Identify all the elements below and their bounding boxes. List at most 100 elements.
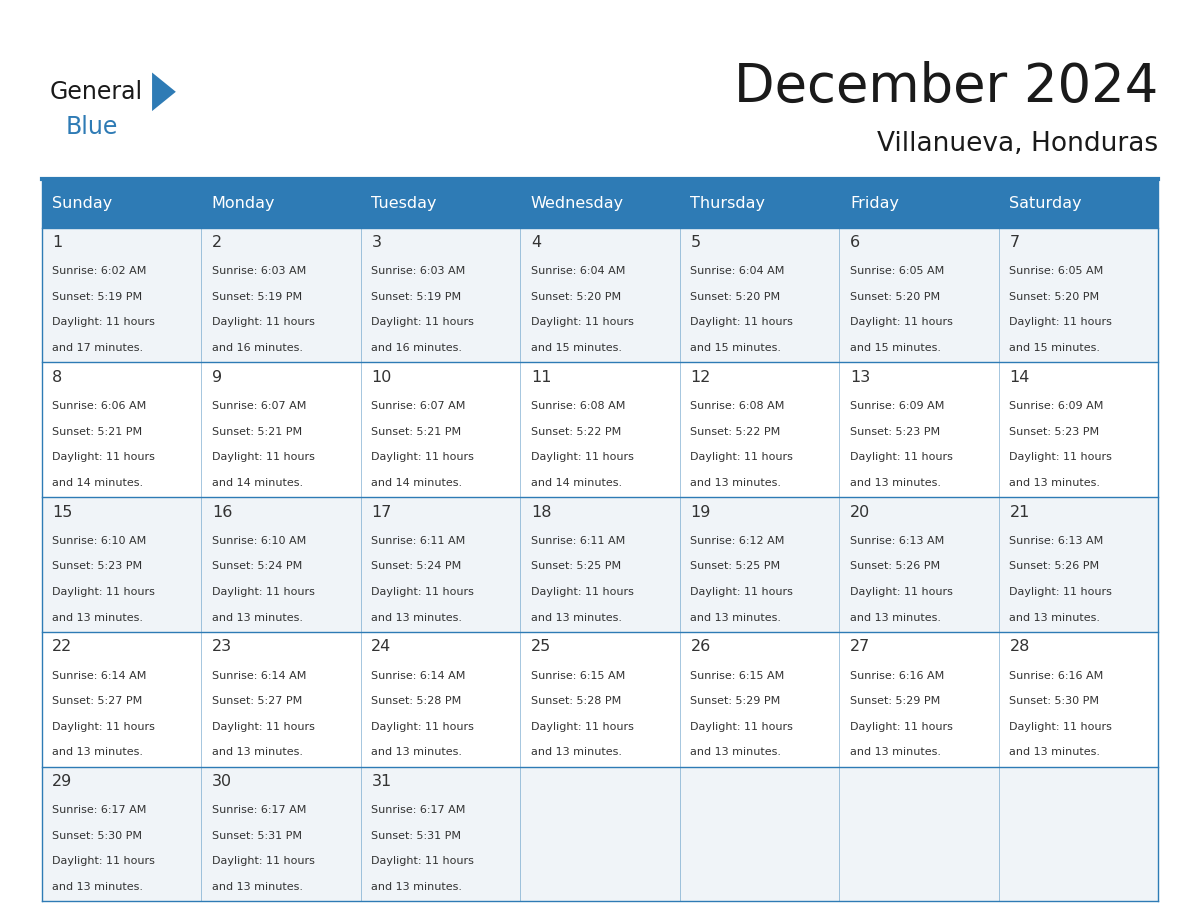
Text: Sunset: 5:25 PM: Sunset: 5:25 PM [690, 561, 781, 571]
Text: Daylight: 11 hours: Daylight: 11 hours [531, 587, 633, 597]
Text: Sunset: 5:19 PM: Sunset: 5:19 PM [211, 292, 302, 302]
Text: 24: 24 [372, 639, 392, 655]
Text: and 15 minutes.: and 15 minutes. [690, 343, 782, 353]
Text: Daylight: 11 hours: Daylight: 11 hours [211, 318, 315, 328]
Text: Daylight: 11 hours: Daylight: 11 hours [372, 318, 474, 328]
Text: Sunset: 5:22 PM: Sunset: 5:22 PM [690, 427, 781, 437]
Text: Blue: Blue [65, 115, 118, 139]
Text: 15: 15 [52, 505, 72, 520]
Text: 18: 18 [531, 505, 551, 520]
Text: Sunrise: 6:05 AM: Sunrise: 6:05 AM [849, 266, 944, 276]
Text: Sunrise: 6:16 AM: Sunrise: 6:16 AM [849, 670, 944, 680]
Text: 14: 14 [1010, 370, 1030, 385]
Text: Sunrise: 6:02 AM: Sunrise: 6:02 AM [52, 266, 146, 276]
Text: Sunrise: 6:17 AM: Sunrise: 6:17 AM [52, 805, 146, 815]
Text: Daylight: 11 hours: Daylight: 11 hours [211, 722, 315, 732]
Text: Daylight: 11 hours: Daylight: 11 hours [1010, 722, 1112, 732]
Text: Sunrise: 6:13 AM: Sunrise: 6:13 AM [849, 536, 944, 545]
Text: Sunset: 5:25 PM: Sunset: 5:25 PM [531, 561, 621, 571]
Text: Friday: Friday [849, 196, 899, 211]
Text: and 13 minutes.: and 13 minutes. [372, 882, 462, 892]
Text: Daylight: 11 hours: Daylight: 11 hours [372, 453, 474, 462]
Text: Sunset: 5:28 PM: Sunset: 5:28 PM [531, 696, 621, 706]
Text: 23: 23 [211, 639, 232, 655]
Text: and 14 minutes.: and 14 minutes. [372, 477, 462, 487]
Text: 20: 20 [849, 505, 870, 520]
Text: Daylight: 11 hours: Daylight: 11 hours [849, 453, 953, 462]
Text: Daylight: 11 hours: Daylight: 11 hours [690, 722, 794, 732]
Text: Daylight: 11 hours: Daylight: 11 hours [372, 722, 474, 732]
Text: Sunrise: 6:14 AM: Sunrise: 6:14 AM [211, 670, 307, 680]
Text: and 14 minutes.: and 14 minutes. [52, 477, 144, 487]
Text: Daylight: 11 hours: Daylight: 11 hours [531, 722, 633, 732]
Text: Sunset: 5:21 PM: Sunset: 5:21 PM [52, 427, 143, 437]
Text: and 13 minutes.: and 13 minutes. [849, 747, 941, 757]
Text: Sunset: 5:22 PM: Sunset: 5:22 PM [531, 427, 621, 437]
Text: Daylight: 11 hours: Daylight: 11 hours [372, 587, 474, 597]
Text: Daylight: 11 hours: Daylight: 11 hours [52, 318, 156, 328]
Text: Daylight: 11 hours: Daylight: 11 hours [52, 856, 156, 867]
Text: and 16 minutes.: and 16 minutes. [211, 343, 303, 353]
Text: Sunrise: 6:08 AM: Sunrise: 6:08 AM [690, 401, 785, 411]
Text: Sunset: 5:29 PM: Sunset: 5:29 PM [690, 696, 781, 706]
Text: and 13 minutes.: and 13 minutes. [52, 747, 144, 757]
Text: Sunset: 5:29 PM: Sunset: 5:29 PM [849, 696, 940, 706]
Text: Sunrise: 6:16 AM: Sunrise: 6:16 AM [1010, 670, 1104, 680]
Text: Monday: Monday [211, 196, 276, 211]
Text: Sunrise: 6:09 AM: Sunrise: 6:09 AM [849, 401, 944, 411]
Text: Sunday: Sunday [52, 196, 113, 211]
Text: Sunrise: 6:04 AM: Sunrise: 6:04 AM [690, 266, 785, 276]
Text: Sunset: 5:21 PM: Sunset: 5:21 PM [211, 427, 302, 437]
Text: Saturday: Saturday [1010, 196, 1082, 211]
Text: 4: 4 [531, 235, 541, 250]
Text: Sunset: 5:26 PM: Sunset: 5:26 PM [1010, 561, 1100, 571]
Text: Sunrise: 6:13 AM: Sunrise: 6:13 AM [1010, 536, 1104, 545]
Text: 3: 3 [372, 235, 381, 250]
Text: 19: 19 [690, 505, 710, 520]
Text: and 13 minutes.: and 13 minutes. [52, 612, 144, 622]
Text: Sunrise: 6:11 AM: Sunrise: 6:11 AM [372, 536, 466, 545]
Text: and 13 minutes.: and 13 minutes. [690, 747, 782, 757]
Text: Daylight: 11 hours: Daylight: 11 hours [372, 856, 474, 867]
Text: Sunrise: 6:11 AM: Sunrise: 6:11 AM [531, 536, 625, 545]
Text: and 15 minutes.: and 15 minutes. [1010, 343, 1100, 353]
Text: 27: 27 [849, 639, 870, 655]
Text: Daylight: 11 hours: Daylight: 11 hours [849, 722, 953, 732]
Text: Daylight: 11 hours: Daylight: 11 hours [1010, 587, 1112, 597]
Text: 22: 22 [52, 639, 72, 655]
Text: Daylight: 11 hours: Daylight: 11 hours [531, 318, 633, 328]
Text: 5: 5 [690, 235, 701, 250]
Text: Daylight: 11 hours: Daylight: 11 hours [690, 318, 794, 328]
Text: Daylight: 11 hours: Daylight: 11 hours [690, 453, 794, 462]
Text: Villanueva, Honduras: Villanueva, Honduras [877, 131, 1158, 157]
Text: Sunset: 5:23 PM: Sunset: 5:23 PM [1010, 427, 1100, 437]
Text: and 15 minutes.: and 15 minutes. [849, 343, 941, 353]
Text: 30: 30 [211, 774, 232, 789]
Text: and 14 minutes.: and 14 minutes. [211, 477, 303, 487]
Text: Daylight: 11 hours: Daylight: 11 hours [531, 453, 633, 462]
Text: Daylight: 11 hours: Daylight: 11 hours [849, 318, 953, 328]
Text: Sunrise: 6:15 AM: Sunrise: 6:15 AM [690, 670, 784, 680]
Text: Sunrise: 6:07 AM: Sunrise: 6:07 AM [211, 401, 307, 411]
Text: and 15 minutes.: and 15 minutes. [531, 343, 621, 353]
Text: 12: 12 [690, 370, 710, 385]
Text: 17: 17 [372, 505, 392, 520]
Text: Daylight: 11 hours: Daylight: 11 hours [52, 587, 156, 597]
Text: 31: 31 [372, 774, 392, 789]
Text: Sunrise: 6:07 AM: Sunrise: 6:07 AM [372, 401, 466, 411]
Text: Sunset: 5:23 PM: Sunset: 5:23 PM [52, 561, 143, 571]
Text: Sunset: 5:31 PM: Sunset: 5:31 PM [372, 831, 461, 841]
Text: Sunrise: 6:09 AM: Sunrise: 6:09 AM [1010, 401, 1104, 411]
Text: Sunrise: 6:10 AM: Sunrise: 6:10 AM [52, 536, 146, 545]
Text: and 13 minutes.: and 13 minutes. [690, 612, 782, 622]
Text: and 13 minutes.: and 13 minutes. [52, 882, 144, 892]
Text: Sunset: 5:19 PM: Sunset: 5:19 PM [52, 292, 143, 302]
Text: 8: 8 [52, 370, 63, 385]
Text: Sunset: 5:27 PM: Sunset: 5:27 PM [52, 696, 143, 706]
Text: and 13 minutes.: and 13 minutes. [1010, 477, 1100, 487]
Text: Sunset: 5:24 PM: Sunset: 5:24 PM [211, 561, 302, 571]
Text: Daylight: 11 hours: Daylight: 11 hours [1010, 453, 1112, 462]
Text: and 13 minutes.: and 13 minutes. [211, 747, 303, 757]
Text: Sunset: 5:23 PM: Sunset: 5:23 PM [849, 427, 940, 437]
Text: 1: 1 [52, 235, 63, 250]
